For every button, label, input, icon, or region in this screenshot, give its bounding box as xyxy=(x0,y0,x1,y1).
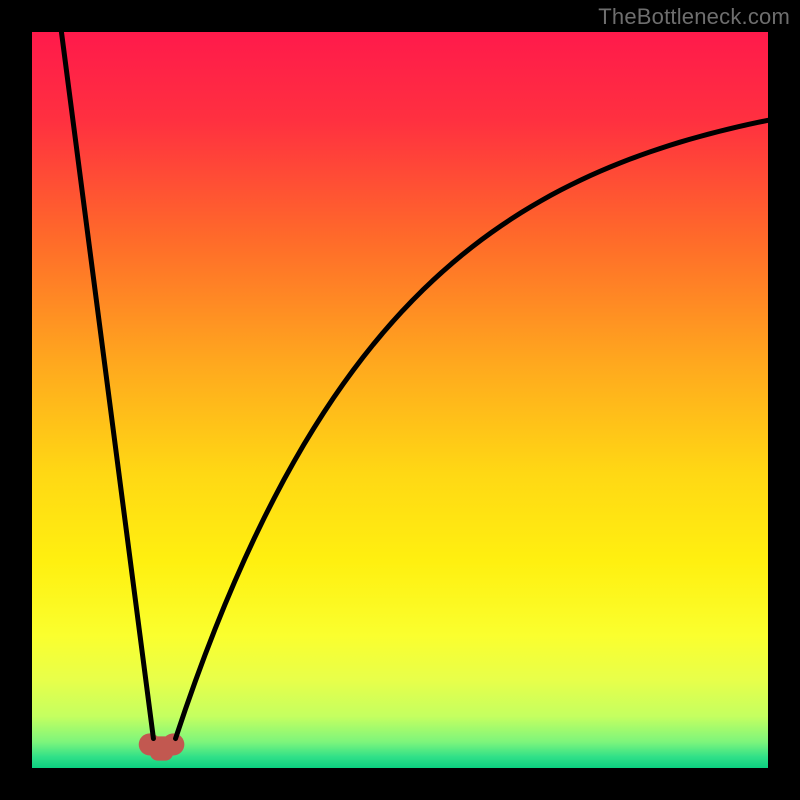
watermark-text: TheBottleneck.com xyxy=(598,4,790,30)
bottleneck-curve-plot xyxy=(0,0,800,800)
chart-container: TheBottleneck.com xyxy=(0,0,800,800)
